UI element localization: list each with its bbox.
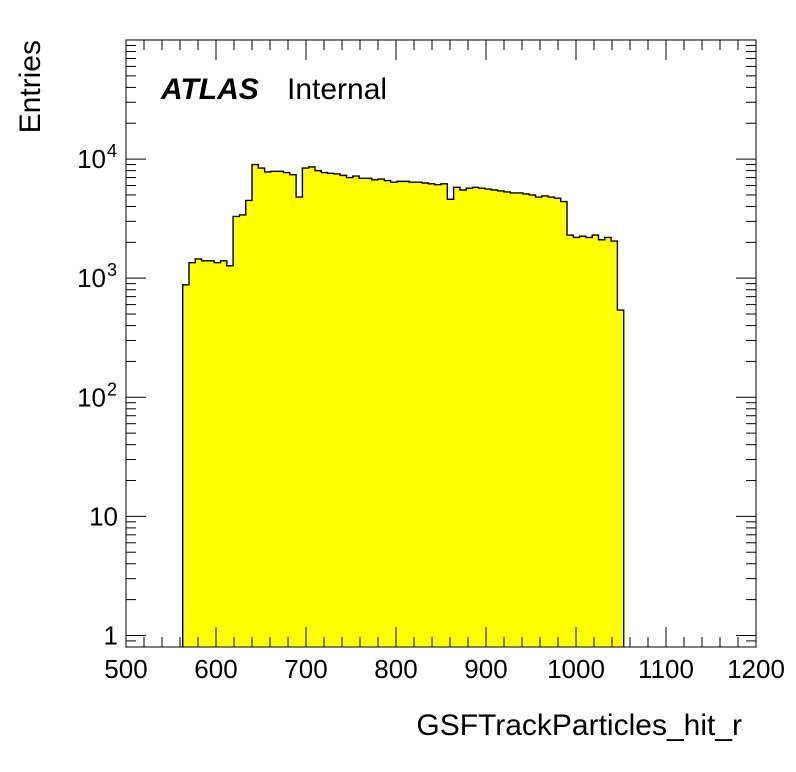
histogram-bin [239, 214, 247, 647]
histogram-bin [541, 195, 549, 647]
histogram-bin [214, 262, 222, 647]
x-tick-label: 1000 [547, 654, 605, 684]
histogram-bin [516, 192, 524, 647]
histogram-bin [378, 179, 385, 647]
plot-frame [125, 39, 757, 648]
histogram-bin [195, 258, 203, 647]
histogram-bin [548, 197, 555, 648]
histogram-bin [365, 178, 373, 647]
x-tick-label: 1200 [727, 654, 785, 684]
histogram-bin [441, 183, 448, 647]
x-axis-title: GSFTrackParticles_hit_r [416, 709, 742, 742]
histogram-bin [371, 179, 379, 648]
histogram-bin [226, 265, 234, 647]
y-axis-title: Entries [14, 40, 47, 133]
histogram-bin [346, 177, 354, 647]
histogram-bin [384, 180, 392, 648]
histogram-bin [182, 284, 190, 647]
histogram-bin [510, 192, 518, 647]
histogram-bin [585, 237, 593, 647]
histogram-bin [396, 181, 404, 647]
y-tick-exponent: 2 [107, 379, 117, 399]
histogram-bin [189, 262, 196, 647]
histogram-bin [201, 260, 209, 647]
histogram-bin [434, 184, 442, 647]
x-tick-labels: 500 600 700 800 900 1000 1100 1200 [104, 654, 785, 684]
x-tick-label: 1100 [638, 654, 694, 684]
histogram-bin [283, 172, 291, 647]
x-tick-label: 600 [194, 654, 237, 684]
histogram-bin [579, 236, 587, 647]
histogram-bin [472, 187, 480, 647]
histogram-bin [315, 170, 322, 648]
histogram-bin [252, 164, 259, 647]
histogram-bin [296, 197, 303, 648]
histogram-bin [617, 310, 625, 647]
y-tick-label: 10 [89, 501, 118, 531]
histogram-bin [403, 181, 411, 647]
histogram-bin [485, 189, 492, 647]
histogram-bin [592, 235, 600, 647]
histogram-bin [453, 187, 461, 647]
histogram-bin [359, 178, 366, 647]
histogram-bin [258, 168, 266, 647]
histogram-bin [302, 168, 310, 647]
histogram-bin [289, 174, 297, 647]
histogram-bin [504, 191, 511, 648]
histogram-bin [352, 176, 360, 648]
histogram-bin [522, 193, 530, 648]
axis-ticks [125, 39, 757, 648]
y-tick-label: 10 [77, 382, 106, 412]
atlas-label: ATLAS [160, 73, 259, 106]
internal-label: Internal [287, 73, 387, 106]
histogram-bin [333, 173, 341, 647]
histogram-bin [327, 173, 335, 647]
histogram-bin [270, 171, 278, 647]
histogram-bin [264, 171, 272, 647]
histogram-bin [321, 172, 329, 647]
histogram-bars [182, 163, 625, 648]
histogram-bin [573, 237, 581, 647]
histogram-bin [447, 199, 455, 648]
histogram-bin [340, 175, 348, 647]
y-tick-label: 10 [77, 144, 106, 174]
histogram-bin [415, 182, 423, 647]
histogram-bin [220, 260, 228, 647]
histogram-bin [308, 166, 316, 647]
y-tick-exponent: 3 [107, 260, 117, 280]
histogram-bin [560, 201, 568, 647]
x-tick-label: 500 [104, 654, 147, 684]
histogram-bin [535, 197, 543, 648]
histogram-outline [182, 163, 625, 647]
histogram-bin [207, 260, 215, 647]
y-tick-exponent: 4 [107, 141, 117, 161]
x-tick-label: 800 [374, 654, 417, 684]
x-tick-label: 900 [464, 654, 507, 684]
histogram-bin [459, 190, 467, 647]
histogram-bin [567, 235, 574, 647]
histogram-bin [554, 198, 562, 647]
histogram-bin [409, 182, 417, 647]
histogram-bin [428, 183, 436, 647]
histogram-bin [598, 239, 606, 647]
histogram-bin [390, 182, 398, 647]
y-tick-label: 10 [77, 263, 106, 293]
histogram-bin [245, 200, 253, 647]
histogram-bin [233, 216, 240, 647]
histogram-bin [491, 190, 499, 647]
histogram-bin [422, 182, 429, 647]
histogram-bin [466, 188, 474, 648]
histogram-bin [604, 237, 612, 647]
x-tick-label: 700 [284, 654, 327, 684]
histogram-bin [497, 190, 505, 647]
histogram-bin [478, 188, 486, 648]
histogram-bin [529, 194, 537, 647]
y-tick-label: 1 [104, 620, 118, 650]
histogram-bin [277, 171, 285, 647]
histogram-bin [611, 241, 618, 647]
